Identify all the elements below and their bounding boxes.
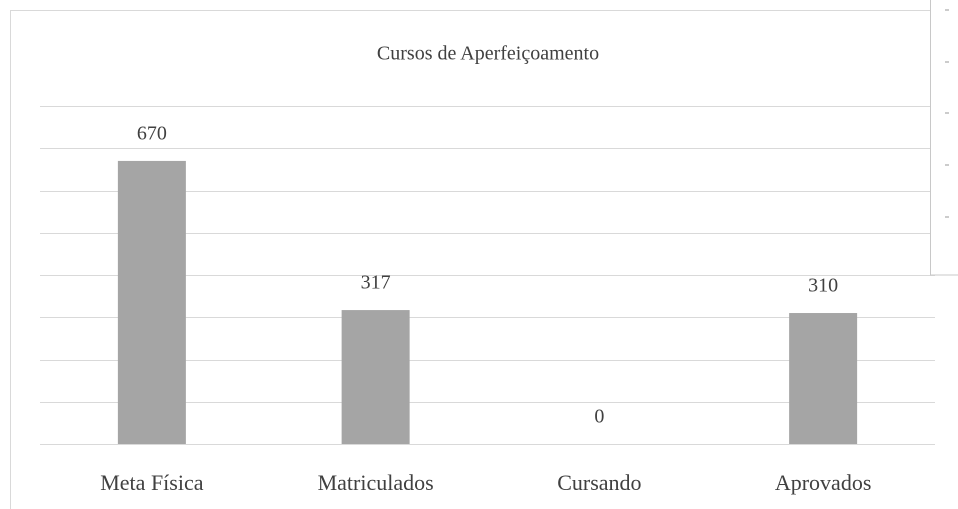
- overlay-panel: [930, 0, 958, 276]
- x-tick-label: Aprovados: [775, 470, 872, 495]
- bar: [789, 313, 858, 444]
- x-tick-label: Meta Física: [100, 470, 203, 495]
- data-label: 317: [361, 272, 391, 294]
- plot-area: 670 Meta Física 317 Matriculados 0 Cursando 31…: [40, 106, 935, 495]
- bar: [117, 160, 186, 445]
- x-tick-label: Cursando: [557, 470, 641, 495]
- bar: [341, 310, 410, 444]
- data-label: 0: [594, 406, 604, 428]
- data-label: 310: [808, 275, 838, 297]
- data-label: 670: [137, 123, 167, 145]
- chart-title: Cursos de Aperfeiçoamento: [377, 43, 599, 65]
- overlay-window: [930, 0, 958, 276]
- x-tick-label: Matriculados: [318, 470, 434, 495]
